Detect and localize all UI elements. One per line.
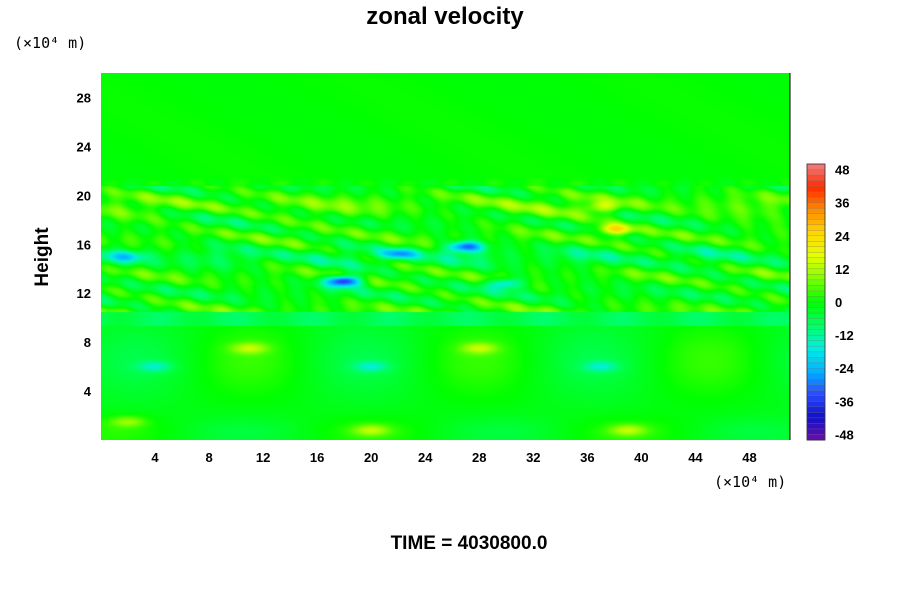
colorbar-band	[806, 379, 826, 386]
colorbar-band	[806, 246, 826, 253]
colorbar-tick-label: 0	[835, 295, 842, 310]
colorbar-tick-label: -24	[835, 361, 855, 376]
colorbar-band	[806, 290, 826, 298]
y-tick-label: 20	[77, 188, 91, 203]
colorbar-band	[806, 163, 826, 171]
y-axis-unit: (×10⁴ m)	[14, 34, 86, 52]
colorbar-border	[806, 163, 826, 441]
colorbar-band	[806, 257, 826, 264]
colorbar-band	[806, 279, 826, 286]
colorbar-band	[806, 301, 826, 309]
x-tick-labels: 4 8 12 16 20 24 28 32 36 40 44 48	[151, 450, 756, 465]
x-axis-unit: (×10⁴ m)	[714, 473, 786, 491]
colorbar-band	[806, 274, 826, 281]
y-tick-label: 12	[77, 286, 91, 301]
colorbar-band	[806, 252, 826, 259]
x-tick-label: 8	[205, 450, 212, 465]
colorbar-band	[806, 384, 826, 391]
colorbar-band	[806, 357, 826, 364]
x-tick-label: 24	[418, 450, 433, 465]
colorbar-band	[806, 312, 826, 320]
time-label: TIME = 4030800.0	[391, 533, 548, 554]
y-tick-label: 8	[84, 335, 91, 350]
heatmap-field-container	[101, 73, 790, 440]
colorbar-band	[806, 296, 826, 303]
colorbar-band	[806, 174, 826, 182]
colorbar-band	[806, 307, 826, 314]
colorbar-band	[806, 340, 826, 347]
y-tick-label: 24	[77, 139, 92, 154]
colorbar-band	[806, 285, 826, 292]
colorbar-band	[806, 428, 826, 436]
x-tick-label: 44	[688, 450, 703, 465]
y-axis-label: Height	[32, 227, 53, 287]
colorbar-band	[806, 417, 826, 424]
colorbar-band	[806, 329, 826, 336]
x-tick-label: 4	[151, 450, 159, 465]
y-tick-label: 16	[77, 237, 91, 252]
colorbar-tick-label: 12	[835, 262, 849, 277]
colorbar-band	[806, 390, 826, 397]
colorbar-band	[806, 202, 826, 209]
x-tick-label: 48	[742, 450, 756, 465]
colorbar-band	[806, 373, 826, 380]
colorbar-band	[806, 323, 826, 331]
y-tick-label: 28	[77, 90, 91, 105]
chart-title: zonal velocity	[366, 3, 524, 30]
colorbar-tick-label: 36	[835, 196, 849, 211]
colorbar-band	[806, 241, 826, 248]
colorbar-band	[806, 434, 826, 441]
colorbar-band	[806, 268, 826, 275]
colorbar-tick-label: -12	[835, 328, 854, 343]
colorbar-band	[806, 196, 826, 204]
colorbar-band	[806, 213, 826, 220]
colorbar-band	[806, 351, 826, 358]
colorbar-band	[806, 180, 826, 187]
y-tick-label: 4	[84, 384, 92, 399]
colorbar-band	[806, 395, 826, 402]
colorbar-tick-label: 24	[835, 229, 850, 244]
x-tick-label: 40	[634, 450, 648, 465]
colorbar-band	[806, 230, 826, 237]
x-tick-label: 32	[526, 450, 540, 465]
colorbar-band	[806, 406, 826, 413]
x-tick-label: 12	[256, 450, 270, 465]
colorbar-band	[806, 368, 826, 375]
colorbar-band	[806, 318, 826, 325]
heatmap-field	[101, 73, 790, 440]
colorbar-tick-label: -36	[835, 394, 854, 409]
colorbar-band	[806, 362, 826, 369]
colorbar-band	[806, 401, 826, 408]
colorbar-tick-label: -48	[835, 427, 854, 442]
colorbar	[806, 163, 826, 441]
colorbar-tick-label: 48	[835, 163, 849, 178]
colorbar-band	[806, 263, 826, 270]
colorbar-band	[806, 423, 826, 430]
colorbar-band	[806, 346, 826, 353]
colorbar-tick-labels: 48 36 24 12 0 -12 -24 -36 -48	[835, 163, 855, 443]
colorbar-band	[806, 191, 826, 198]
colorbar-band	[806, 412, 826, 419]
x-tick-label: 36	[580, 450, 594, 465]
colorbar-band	[806, 208, 826, 215]
x-tick-label: 20	[364, 450, 378, 465]
x-tick-label: 28	[472, 450, 486, 465]
y-tick-labels: 4 8 12 16 20 24 28	[77, 90, 92, 399]
colorbar-band	[806, 334, 826, 342]
colorbar-band	[806, 169, 826, 176]
x-tick-label: 16	[310, 450, 324, 465]
colorbar-band	[806, 224, 826, 231]
heatmap-plot-area	[101, 73, 791, 440]
colorbar-band	[806, 235, 826, 242]
colorbar-band	[806, 185, 826, 193]
colorbar-band	[806, 219, 826, 226]
